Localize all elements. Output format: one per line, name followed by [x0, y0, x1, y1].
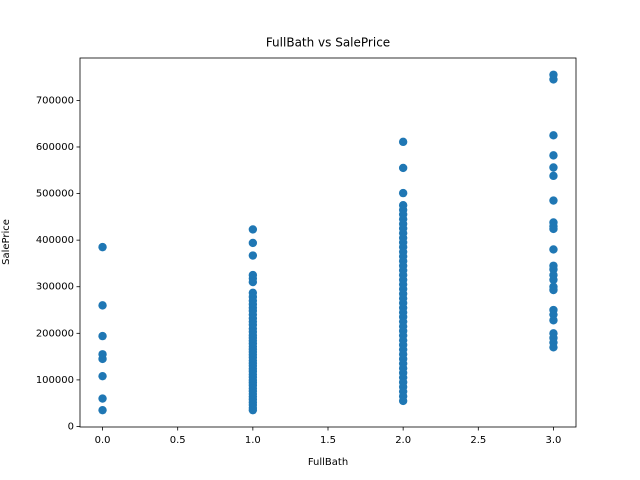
point	[549, 171, 558, 181]
x-tick-label: 0.0	[95, 435, 111, 446]
point	[248, 251, 258, 260]
y-tick-label: 100000	[36, 375, 74, 386]
point	[549, 275, 558, 284]
y-tick-label: 400000	[36, 235, 74, 246]
point	[549, 316, 558, 325]
x-tick-label: 1.0	[245, 435, 261, 446]
x-tick-label: 2.5	[470, 435, 486, 446]
point	[549, 224, 558, 234]
x-axis-label: FullBath	[308, 457, 348, 468]
y-tick-label: 300000	[36, 282, 74, 293]
point	[398, 163, 408, 173]
point	[98, 301, 107, 310]
point	[98, 394, 107, 403]
point	[398, 396, 408, 406]
point	[98, 242, 107, 252]
point	[248, 277, 258, 287]
point	[549, 343, 558, 352]
point	[398, 137, 408, 147]
x-tick-label: 0.5	[170, 435, 186, 446]
point	[549, 75, 558, 84]
point	[549, 131, 558, 140]
x-tick-label: 3.0	[546, 435, 562, 446]
point	[248, 405, 258, 415]
y-tick-label: 500000	[36, 189, 74, 200]
point	[549, 285, 558, 295]
plot-frame	[79, 57, 577, 428]
point	[98, 331, 107, 341]
point	[549, 163, 558, 172]
y-tick-label: 700000	[36, 95, 74, 106]
point	[398, 188, 408, 198]
point	[549, 245, 558, 254]
y-tick-label: 0	[68, 421, 74, 432]
point	[248, 238, 258, 248]
x-tick-label: 2.0	[395, 435, 411, 446]
y-tick-label: 600000	[36, 142, 74, 153]
point	[98, 354, 107, 364]
x-tick-label: 1.5	[320, 435, 336, 446]
chart-title: FullBath vs SalePrice	[266, 36, 390, 50]
point	[549, 151, 558, 160]
point	[98, 371, 107, 381]
point	[549, 196, 558, 205]
point	[98, 405, 107, 415]
point	[248, 225, 258, 234]
y-tick-label: 200000	[36, 328, 74, 339]
y-axis-label: SalePrice	[1, 219, 12, 265]
